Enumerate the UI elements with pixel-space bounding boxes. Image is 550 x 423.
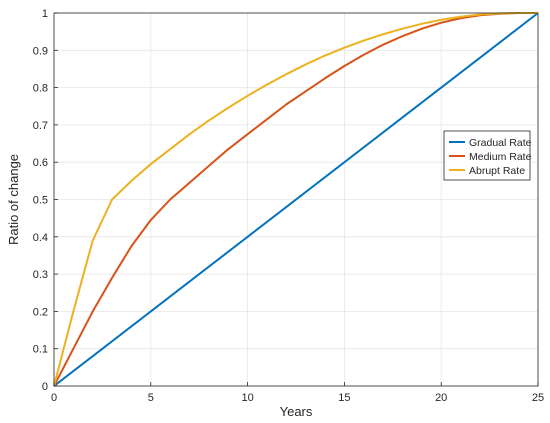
x-tick-label: 10	[241, 392, 253, 404]
x-tick-label: 25	[532, 392, 544, 404]
y-tick-label: 0.5	[33, 195, 48, 207]
y-axis-label: Ratio of change	[6, 154, 21, 245]
y-tick-label: 0.8	[33, 83, 48, 95]
series-lines	[53, 12, 539, 387]
legend: Gradual Rate Medium Rate Abrupt Rate	[443, 130, 532, 181]
medium-rate-line	[53, 12, 538, 387]
y-tick-label: 1	[42, 8, 48, 20]
x-tick-label: 0	[51, 392, 57, 404]
y-tick-label: 0.7	[33, 120, 48, 132]
abrupt-rate-legend-label: Abrupt Rate	[469, 165, 525, 177]
medium-rate-legend-label: Medium Rate	[469, 151, 532, 163]
gradual-rate-line	[53, 12, 539, 387]
gradual-rate-legend-label: Gradual Rate	[469, 137, 532, 149]
y-tick-label: 0.9	[33, 45, 48, 57]
x-axis-ticks: 0 5 10 15 20 25	[51, 382, 544, 404]
x-tick-label: 15	[338, 392, 350, 404]
abrupt-rate-line	[53, 12, 538, 387]
y-tick-label: 0.1	[33, 344, 48, 356]
y-tick-label: 0.2	[33, 306, 48, 318]
y-tick-label: 0.6	[33, 157, 48, 169]
x-axis-label: Years	[280, 404, 313, 419]
y-tick-label: 0.3	[33, 269, 48, 281]
y-tick-label: 0.4	[33, 232, 48, 244]
y-axis-ticks: 0 0.1 0.2 0.3 0.4 0.5 0.6 0.7 0.8 0.9 1	[33, 8, 58, 393]
x-tick-label: 5	[148, 392, 154, 404]
y-tick-label: 0	[42, 381, 48, 393]
x-tick-label: 20	[435, 392, 447, 404]
